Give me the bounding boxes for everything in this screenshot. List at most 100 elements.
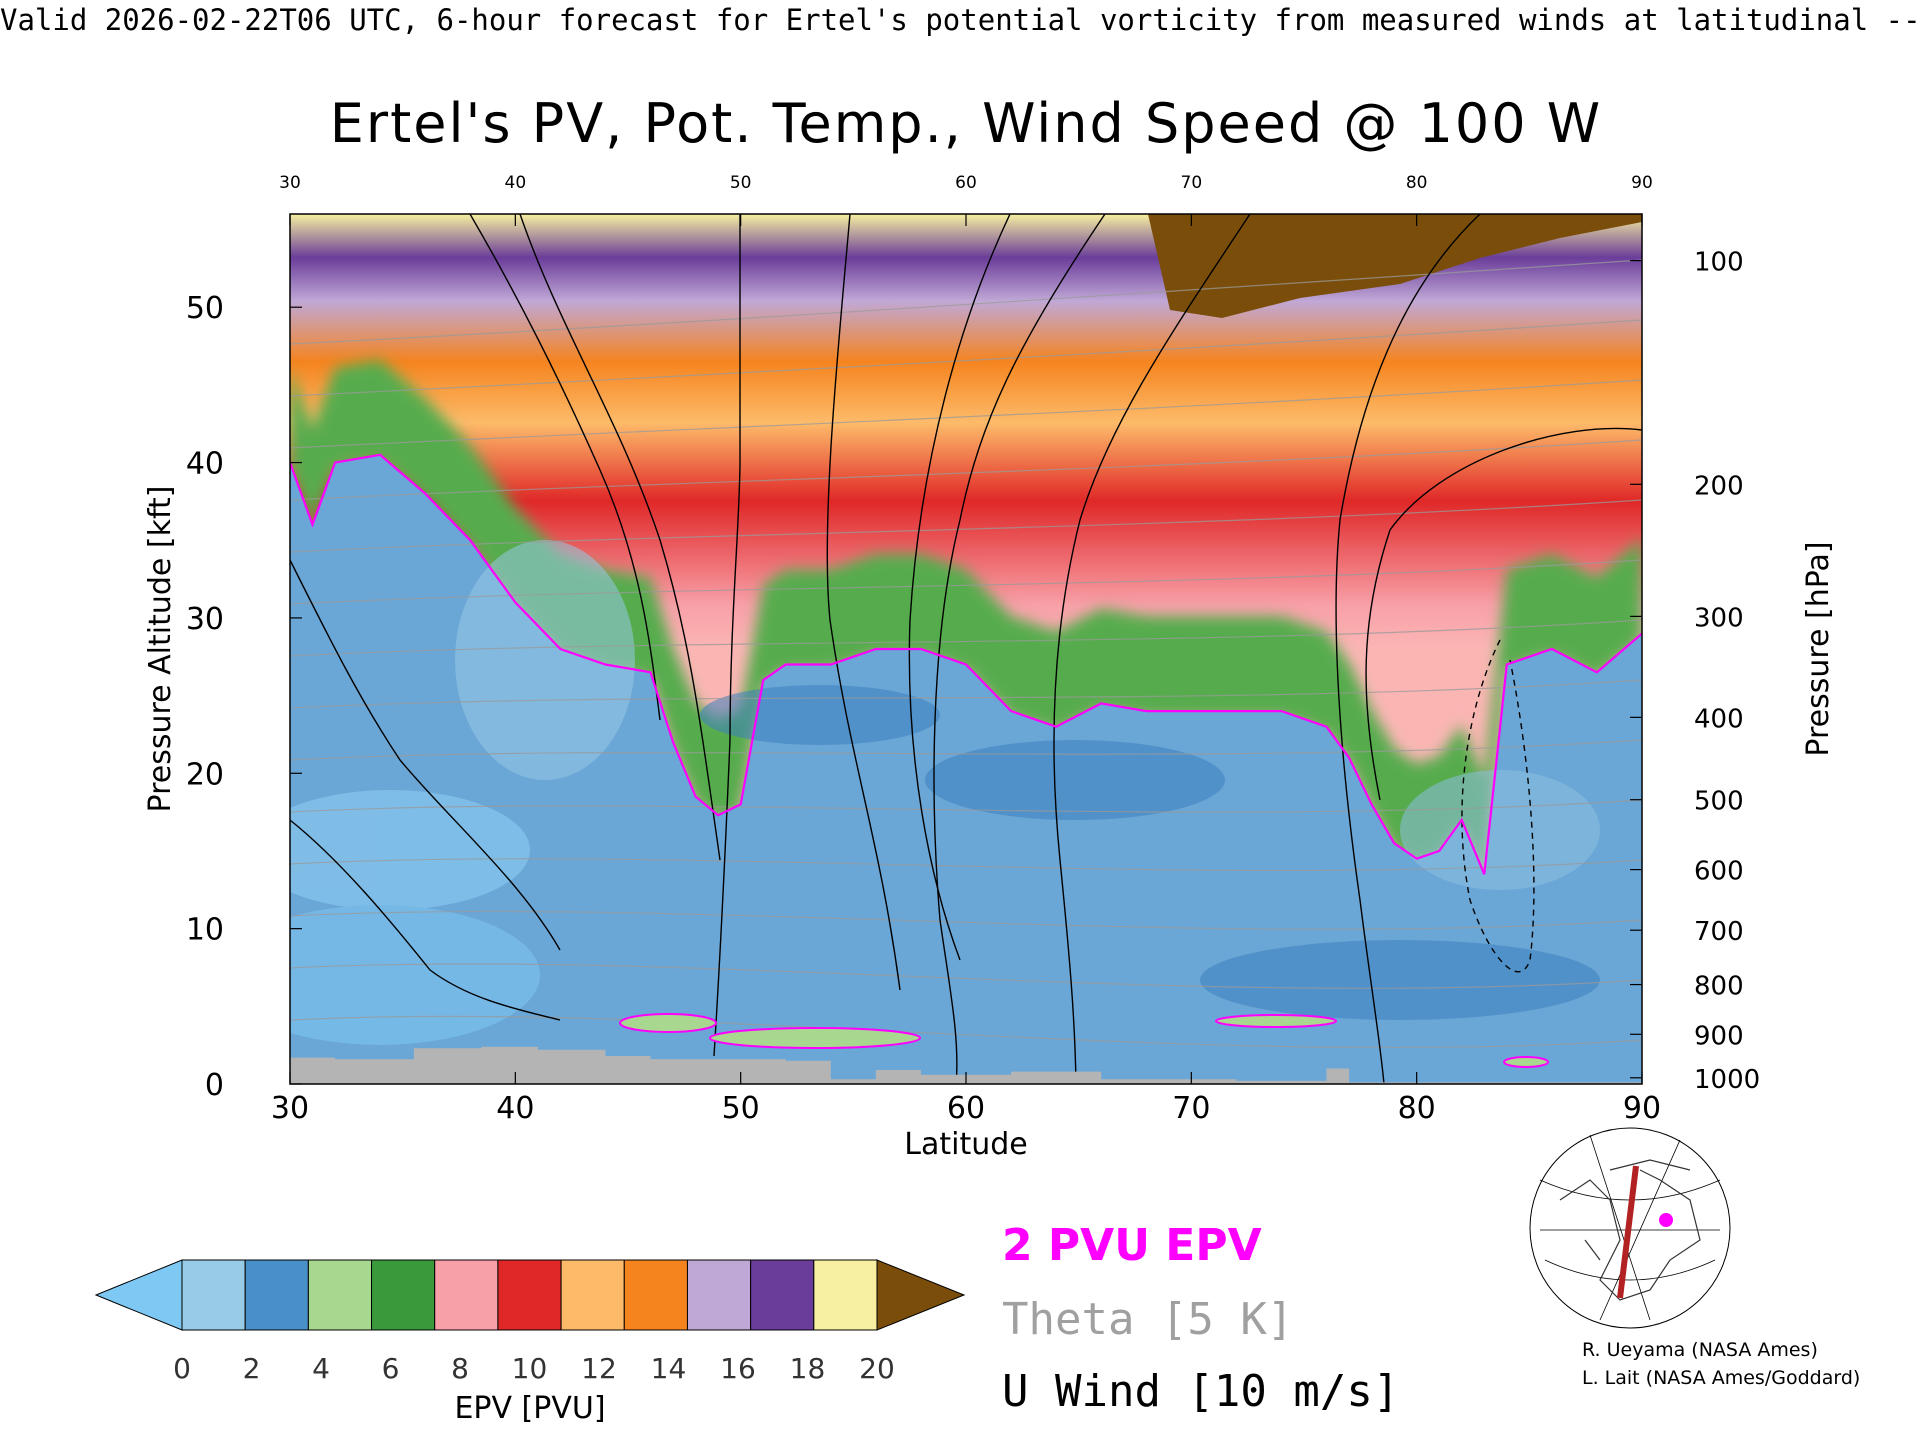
theta-contour (290, 858, 1642, 872)
colorbar-segment (623, 1259, 688, 1331)
low-level-pv-blobs (619, 1013, 1549, 1068)
u-wind-contour (826, 214, 901, 991)
colorbar-segment (371, 1259, 436, 1331)
theta-contour (290, 739, 1642, 761)
pressure-axis: 100 200 300 400 500 600 700 800 900 1000 (1630, 248, 1760, 1095)
colorbar-tick-label: 6 (382, 1352, 400, 1385)
colorbar-segment (813, 1259, 878, 1331)
colorbar-segment (560, 1259, 625, 1331)
y-tick-label: 40 (186, 447, 224, 482)
legend-u-wind: U Wind [10 m/s] (1002, 1366, 1399, 1417)
theta-contour (290, 679, 1642, 709)
credit-line-1: R. Ueyama (NASA Ames) (1582, 1339, 1818, 1361)
x-tick-label: 80 (1398, 1091, 1436, 1126)
blue-streak (1200, 940, 1600, 1020)
pressure-tick-label: 100 (1694, 248, 1744, 278)
y-tick-label: 10 (186, 913, 224, 948)
pressure-tick-label: 300 (1694, 603, 1744, 633)
theta-contour (290, 619, 1642, 657)
pressure-tick-label: 1000 (1694, 1065, 1760, 1095)
colorbar-tick-label: 12 (581, 1352, 617, 1385)
colorbar-tick-label: 4 (312, 1352, 330, 1385)
colorbar-tick-label: 0 (173, 1352, 191, 1385)
pv-green-band (290, 359, 1642, 881)
x-axis-label: Latitude (904, 1127, 1027, 1162)
pv-blob (1215, 1014, 1337, 1028)
locator-map (1529, 1127, 1731, 1329)
legend-2pvu: 2 PVU EPV (1002, 1220, 1262, 1271)
u-wind-contour (290, 559, 561, 951)
u-wind-contour (908, 214, 1011, 961)
tropopause-2pvu-contour (290, 453, 1642, 875)
plot-area (290, 214, 1642, 1084)
blue-streak (455, 540, 635, 780)
theta-contour (290, 319, 1642, 397)
pv-blob (619, 1013, 717, 1033)
pv-blob (1503, 1056, 1549, 1068)
credit-line-2: L. Lait (NASA Ames/Goddard) (1582, 1367, 1860, 1389)
y-tick-label: 50 (186, 291, 224, 326)
u-wind-contours (290, 214, 1642, 1084)
x-tick-label-top: 60 (955, 173, 977, 193)
terrain-mask (290, 1046, 1642, 1084)
x-tick-label-top: 50 (730, 173, 752, 193)
y-tick-label: 30 (186, 602, 224, 637)
blue-streak (925, 740, 1225, 820)
y-axis: 0 10 20 30 40 50 (186, 291, 302, 1103)
blue-streak (1400, 770, 1600, 890)
colorbar-tick-label: 14 (651, 1352, 687, 1385)
x-tick-label: 90 (1623, 1091, 1661, 1126)
y-tick-label: 20 (186, 757, 224, 792)
u-wind-contour-negative (1461, 639, 1535, 973)
u-wind-contour (1365, 427, 1642, 801)
x-tick-label: 50 (722, 1091, 760, 1126)
colorbar-tick-label: 8 (451, 1352, 469, 1385)
x-tick-label: 40 (496, 1091, 534, 1126)
brown-stratosphere-patch (1148, 214, 1642, 318)
theta-contour (290, 499, 1642, 553)
colorbar-tick-label: 20 (859, 1352, 895, 1385)
colorbar-segment (497, 1259, 562, 1331)
colorbar-tick-label: 10 (512, 1352, 548, 1385)
x-tick-label: 70 (1172, 1091, 1210, 1126)
pressure-axis-label: Pressure [hPa] (1801, 541, 1836, 756)
colorbar-tick-label: 18 (790, 1352, 826, 1385)
x-tick-label-top: 80 (1406, 173, 1428, 193)
colorbar-segment (244, 1259, 309, 1331)
x-axis: 30 30 40 40 50 50 60 60 70 70 80 80 90 90 (271, 173, 1661, 1126)
colorbar-label: EPV [PVU] (454, 1391, 605, 1426)
y-axis-label: Pressure Altitude [kft] (143, 486, 178, 813)
x-tick-label-top: 30 (279, 173, 301, 193)
pressure-tick-label: 200 (1694, 471, 1744, 501)
map-marker (1659, 1213, 1673, 1227)
theta-contour (290, 379, 1642, 449)
legend: 2 PVU EPV Theta [5 K] U Wind [10 m/s] (1002, 1220, 1399, 1417)
map-transect-line (1617, 1165, 1639, 1299)
blue-streak (700, 685, 940, 745)
header-line: Valid 2026-02-22T06 UTC, 6-hour forecast… (0, 3, 1920, 37)
pressure-tick-label: 400 (1694, 704, 1744, 734)
map-coastlines (1559, 1159, 1701, 1301)
x-tick-label: 60 (947, 1091, 985, 1126)
colorbar-low-extend (94, 1259, 183, 1331)
pressure-tick-label: 900 (1694, 1021, 1744, 1051)
legend-theta: Theta [5 K] (1002, 1294, 1293, 1345)
pv-blob (709, 1027, 921, 1049)
colorbar-segment (750, 1259, 815, 1331)
x-tick-label-top: 70 (1181, 173, 1203, 193)
pressure-tick-label: 500 (1694, 787, 1744, 817)
blue-streak (290, 790, 530, 910)
x-tick-label-top: 90 (1631, 173, 1653, 193)
u-wind-contour (1053, 214, 1251, 1084)
colorbar-segment (686, 1259, 752, 1331)
u-wind-contour (519, 214, 721, 861)
colorbar: 0 2 4 6 8 10 12 14 16 18 20 (94, 1259, 966, 1385)
colorbar-segment (181, 1259, 246, 1331)
u-wind-contour (290, 819, 561, 1021)
theta-contour (290, 439, 1642, 501)
blue-streak (290, 905, 540, 1045)
x-tick-label-top: 40 (505, 173, 527, 193)
colorbar-tick-label: 2 (243, 1352, 261, 1385)
x-tick-label: 30 (271, 1091, 309, 1126)
